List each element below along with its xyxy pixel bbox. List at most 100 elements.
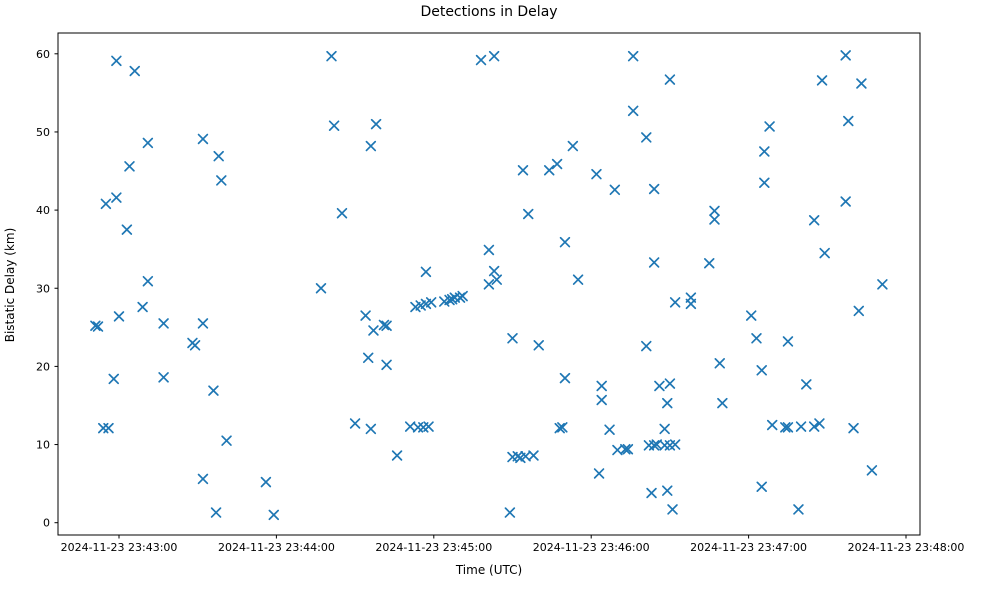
scatter-point — [491, 274, 503, 285]
y-tick-label: 40 — [36, 204, 50, 217]
scatter-point — [522, 208, 534, 220]
x-tick-label: 2024-11-23 23:47:00 — [690, 541, 807, 554]
scatter-point — [158, 372, 169, 383]
scatter-point — [362, 352, 374, 364]
scatter-point — [108, 373, 120, 385]
scatter-point — [326, 50, 337, 62]
y-tick-label: 50 — [36, 126, 50, 139]
scatter-point — [856, 78, 867, 89]
scatter-point — [475, 54, 487, 66]
scatter-point — [557, 422, 568, 433]
scatter-point — [260, 476, 272, 488]
scatter-point — [756, 365, 767, 376]
scatter-point — [717, 397, 728, 409]
scatter-point — [368, 325, 379, 336]
scatter-point — [627, 50, 639, 62]
scatter-point — [866, 465, 878, 476]
scatter-point — [819, 247, 830, 259]
scatter-point — [504, 507, 516, 518]
scatter-point — [567, 140, 579, 152]
scatter-point — [759, 146, 770, 157]
scatter-point — [444, 294, 455, 306]
scatter-point — [853, 305, 865, 317]
y-tick-label: 30 — [36, 282, 50, 295]
scatter-point — [596, 380, 607, 392]
scatter-point — [315, 283, 327, 294]
scatter-point — [622, 443, 634, 455]
y-tick-label: 0 — [43, 517, 50, 530]
scatter-point — [685, 298, 697, 310]
scatter-point — [533, 340, 544, 351]
scatter-point — [420, 266, 432, 278]
scatter-point — [659, 423, 670, 435]
scatter-point — [457, 290, 468, 302]
x-tick-label: 2024-11-23 23:44:00 — [218, 541, 335, 554]
scatter-point — [801, 379, 812, 390]
scatter-point — [100, 198, 112, 210]
scatter-point — [751, 333, 762, 344]
scatter-point — [365, 423, 377, 435]
scatter-point — [507, 333, 518, 344]
scatter-point — [848, 422, 859, 434]
y-tick-label: 10 — [36, 439, 50, 452]
scatter-point — [197, 473, 209, 485]
scatter-point — [759, 177, 770, 188]
scatter-point — [121, 224, 133, 235]
scatter-point — [210, 507, 222, 518]
scatter-point — [360, 310, 371, 321]
scatter-point — [216, 175, 227, 186]
scatter-point — [816, 75, 828, 86]
scatter-point — [378, 319, 390, 331]
scatter-point — [92, 321, 104, 332]
scatter-point — [391, 450, 403, 461]
scatter-point — [877, 279, 888, 290]
scatter-point — [604, 424, 615, 435]
scatter-point — [808, 215, 820, 226]
scatter-point — [268, 509, 280, 521]
scatter-point — [756, 481, 767, 493]
x-tick-label: 2024-11-23 23:45:00 — [375, 541, 492, 554]
scatter-point — [648, 440, 660, 451]
scatter-point — [591, 168, 602, 180]
scatter-point — [197, 318, 209, 329]
scatter-point — [336, 207, 348, 219]
scatter-point — [483, 279, 495, 290]
scatter-point — [662, 397, 673, 409]
scatter-point — [840, 196, 851, 207]
scatter-point — [593, 468, 605, 479]
scatter-point — [745, 310, 757, 321]
scatter-point — [488, 265, 500, 277]
scatter-point — [814, 418, 825, 429]
scatter-point — [572, 274, 584, 285]
plot-area — [57, 32, 921, 536]
scatter-point — [641, 132, 652, 143]
scatter-point — [669, 439, 681, 450]
scatter-point — [620, 443, 631, 455]
scatter-point — [113, 311, 125, 322]
scatter-point — [840, 50, 851, 61]
scatter-point — [662, 485, 673, 496]
scatter-point — [520, 451, 531, 462]
scatter-point — [328, 120, 340, 131]
y-axis-label: Bistatic Delay (km) — [3, 227, 17, 343]
scatter-point — [90, 320, 101, 332]
scatter-point — [142, 275, 154, 287]
scatter-point — [551, 158, 563, 170]
scatter-point — [425, 297, 437, 308]
scatter-point — [782, 422, 794, 433]
scatter-point — [612, 444, 623, 456]
scatter-point — [189, 340, 201, 351]
scatter-point — [654, 380, 665, 392]
scatter-point — [664, 74, 676, 85]
scatter-point — [543, 164, 555, 176]
y-tick-label: 60 — [36, 48, 50, 61]
scatter-point — [213, 150, 224, 162]
x-tick-label: 2024-11-23 23:43:00 — [61, 541, 178, 554]
scatter-point — [795, 421, 807, 432]
scatter-point — [648, 257, 660, 268]
scatter-point — [793, 504, 804, 515]
scatter-point — [197, 133, 209, 145]
scatter-point — [111, 55, 122, 67]
